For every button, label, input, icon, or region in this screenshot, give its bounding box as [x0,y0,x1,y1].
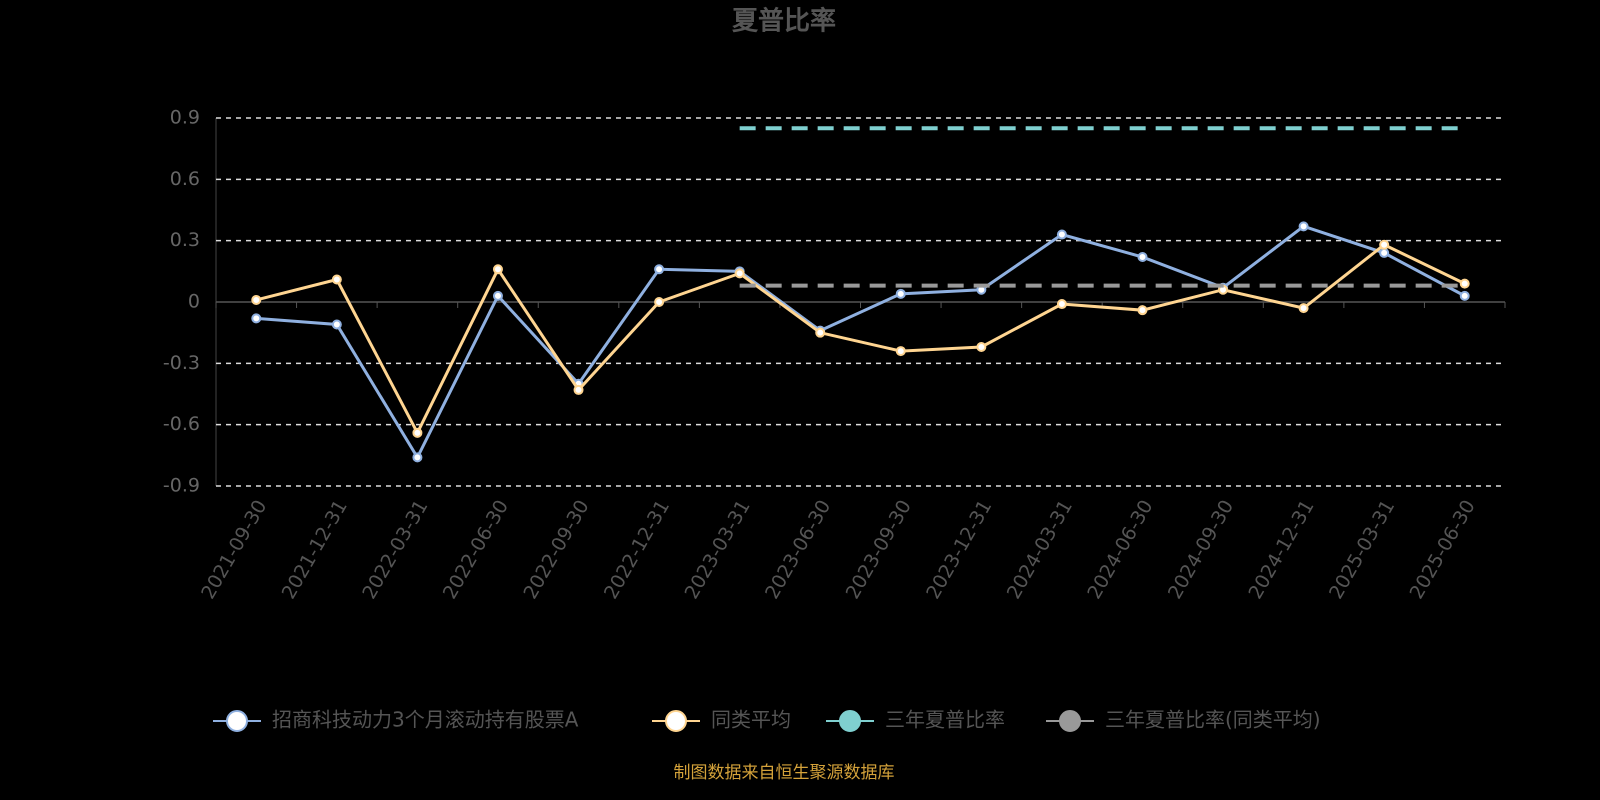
point [1056,229,1067,240]
y-tick-label: 0.9 [170,107,200,129]
y-tick-label: 0.3 [170,229,200,251]
x-tick-label: 2024-03-31 [1003,496,1077,603]
point [412,452,423,463]
point [1298,221,1309,232]
x-tick-label: 2023-06-30 [761,496,835,603]
point [492,264,503,275]
x-tick-label: 2021-09-30 [197,496,271,603]
point [895,346,906,357]
point [1298,303,1309,314]
x-tick-label: 2022-12-31 [600,496,674,603]
x-tick-label: 2021-12-31 [278,496,352,603]
legend-marker [1059,710,1081,732]
legend-label: 三年夏普比率(同类平均) [1105,708,1321,732]
y-tick-label: 0 [188,291,200,313]
point [1379,239,1390,250]
point [573,384,584,395]
legend-marker [665,710,687,732]
x-tick-label: 2023-12-31 [922,496,996,603]
x-tick-label: 2024-09-30 [1164,496,1238,603]
point [331,319,342,330]
point [895,288,906,299]
legend-label: 招商科技动力3个月滚动持有股票A [272,708,579,732]
chart-title: 夏普比率 [732,6,836,37]
point [492,290,503,301]
point [1459,278,1470,289]
point [1459,290,1470,301]
point [412,427,423,438]
source-note: 制图数据来自恒生聚源数据库 [674,763,895,783]
point [734,268,745,279]
y-tick-label: -0.9 [163,475,200,497]
x-tick-label: 2025-06-30 [1406,496,1480,603]
y-tick-label: -0.6 [163,413,200,435]
x-tick-label: 2022-03-31 [358,496,432,603]
x-tick-label: 2024-06-30 [1083,496,1157,603]
x-tick-label: 2022-06-30 [439,496,513,603]
point [251,313,262,324]
point [654,264,665,275]
legend-label: 同类平均 [711,708,791,732]
legend-marker [226,710,248,732]
point [1056,299,1067,310]
series-line [255,242,1466,437]
point [331,274,342,285]
point [654,297,665,307]
x-tick-label: 2024-12-31 [1244,496,1318,603]
x-tick-label: 2022-09-30 [519,496,593,603]
point [1137,305,1148,316]
y-tick-label: -0.3 [163,352,200,374]
y-tick-label: 0.6 [170,168,200,190]
point [976,341,987,352]
legend-label: 三年夏普比率 [885,708,1005,732]
series-line [256,224,1466,461]
point [1379,247,1390,258]
x-tick-label: 2025-03-31 [1325,496,1399,603]
x-tick-label: 2023-03-31 [680,496,754,603]
legend-marker [839,710,861,732]
point [1137,252,1148,263]
x-tick-label: 2023-09-30 [842,496,916,603]
point [815,327,826,338]
point [251,294,262,305]
